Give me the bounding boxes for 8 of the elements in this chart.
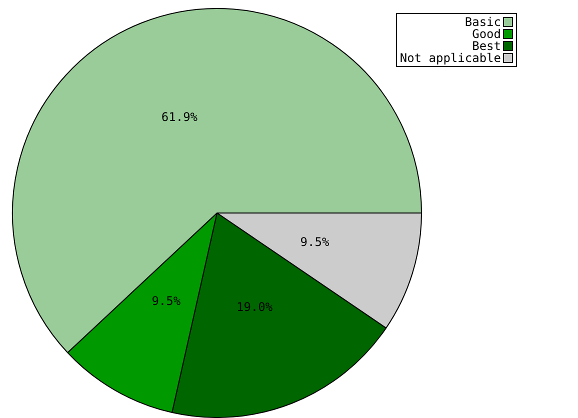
data-label: 9.5%	[152, 294, 182, 308]
data-label: 61.9%	[161, 110, 198, 124]
legend-label: Best	[472, 39, 501, 53]
data-label: 19.0%	[236, 300, 274, 314]
legend-label: Not applicable	[400, 51, 501, 65]
legend-label: Basic	[464, 15, 501, 29]
data-label: 9.5%	[300, 235, 330, 250]
legend-label: Good	[472, 27, 501, 41]
